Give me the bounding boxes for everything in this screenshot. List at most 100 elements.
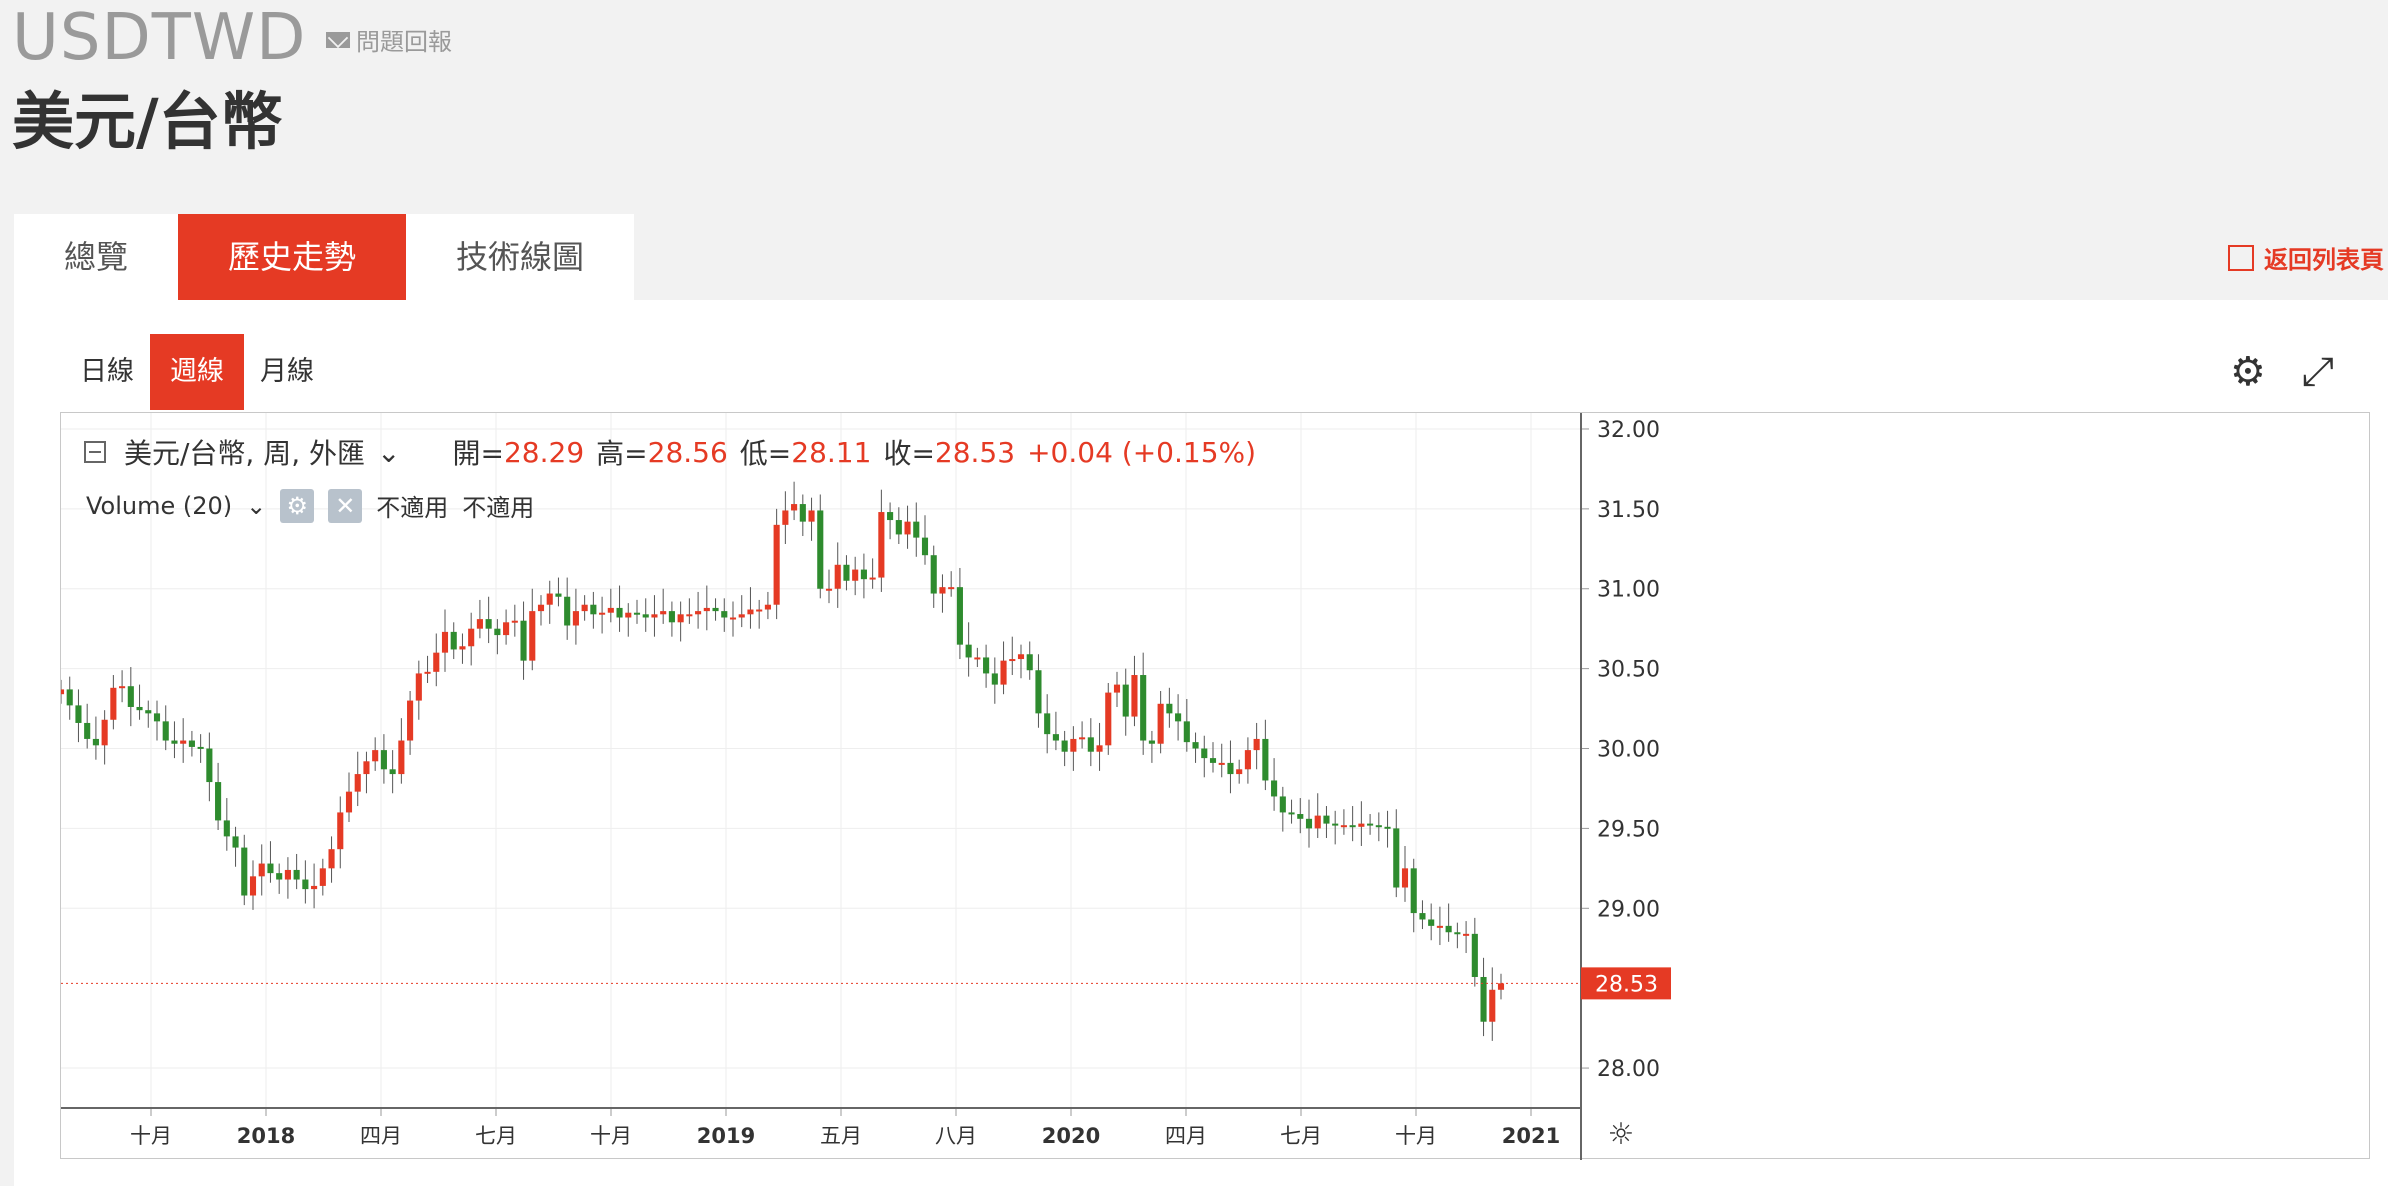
candle-body <box>1201 748 1208 759</box>
candle-body <box>415 673 422 701</box>
candle-body <box>607 607 614 613</box>
candle-body <box>1009 659 1016 662</box>
candle-body <box>1244 750 1251 770</box>
candle-body <box>1209 758 1217 763</box>
candle-body <box>162 721 169 741</box>
period-tab-weekly[interactable]: 週線 <box>150 334 244 410</box>
candle-body <box>215 782 222 821</box>
candle-body <box>1454 932 1461 935</box>
y-tick-label: 29.00 <box>1597 897 1660 922</box>
candle-body <box>92 738 99 746</box>
candle-body <box>860 569 867 580</box>
candle-body <box>1140 675 1147 741</box>
candle-body <box>223 820 230 837</box>
candle-body <box>546 593 553 605</box>
chevron-down-icon[interactable]: ⌄ <box>377 435 401 469</box>
candle-body <box>354 774 361 792</box>
candle-body <box>1113 684 1121 693</box>
volume-settings-icon[interactable]: ⚙ <box>280 488 315 523</box>
chart-toolbar: ⚙ ⤢ <box>2230 350 2334 394</box>
candle-body <box>537 604 545 612</box>
candle-body <box>1122 684 1129 717</box>
open-label: 開= <box>452 437 504 470</box>
candle-body <box>511 620 518 623</box>
candle-body <box>738 614 745 618</box>
candle-body <box>407 700 414 741</box>
candle-body <box>468 628 475 647</box>
candle-body <box>1105 692 1112 746</box>
candle-body <box>782 510 789 525</box>
candle-body <box>529 611 536 661</box>
candle-body <box>825 588 833 591</box>
candle-body <box>590 604 597 615</box>
candle-body <box>555 593 562 597</box>
candle-body <box>1175 713 1182 722</box>
candle-body <box>1323 815 1330 824</box>
candle-body <box>956 587 963 645</box>
candle-body <box>258 863 265 877</box>
candle-body <box>1218 762 1225 765</box>
close-icon[interactable]: ✕ <box>328 488 363 523</box>
volume-label[interactable]: Volume (20) <box>86 491 233 520</box>
candle-body <box>1445 925 1452 933</box>
candle-body <box>616 607 623 618</box>
return-link-label: 返回列表頁 <box>2264 246 2384 274</box>
chart-container[interactable]: 32.00 31.50 31.00 30.50 30.00 29.50 29.00 28.00… <box>60 412 2371 1160</box>
candle-body <box>363 761 370 775</box>
change-value: +0.04 (+0.15%) <box>1027 435 1257 469</box>
chevron-down-icon[interactable]: ⌄ <box>246 491 267 520</box>
high-value: 28.56 <box>647 435 728 469</box>
candle-body <box>84 722 91 739</box>
feedback-label: 問題回報 <box>356 28 452 56</box>
candle-body <box>852 569 859 581</box>
x-tick-label: 十月 <box>1395 1124 1437 1148</box>
candle-body <box>424 671 431 674</box>
candle-body <box>1148 740 1155 744</box>
candle-body <box>276 873 283 880</box>
candle-body <box>939 587 946 594</box>
x-tick-label: 七月 <box>1280 1124 1322 1148</box>
candle-body <box>1070 738 1077 752</box>
volume-value-1: 不適用 <box>376 494 449 522</box>
period-tab-daily[interactable]: 日線 <box>80 356 134 387</box>
candle-body <box>1410 868 1417 914</box>
x-tick-label: 四月 <box>1165 1124 1207 1148</box>
candle-body <box>171 740 178 744</box>
candle-body <box>485 619 492 629</box>
candle-body <box>808 510 815 522</box>
candle-body <box>503 622 510 636</box>
candle-body <box>206 748 213 783</box>
expand-icon[interactable]: ⤢ <box>2301 349 2334 395</box>
candle-body <box>1183 721 1190 743</box>
x-tick-label: 五月 <box>820 1124 862 1148</box>
candle-body <box>372 750 379 762</box>
candle-body <box>1349 825 1356 828</box>
tab-history[interactable]: 歷史走勢 <box>178 214 407 300</box>
tab-technical-chart[interactable]: 技術線圖 <box>456 238 585 276</box>
candle-body <box>878 512 885 578</box>
candle-body <box>311 885 318 890</box>
period-tab-monthly[interactable]: 月線 <box>260 356 314 387</box>
candle-body <box>293 869 300 880</box>
gear-icon[interactable]: ⚙ <box>2230 349 2266 395</box>
candle-body <box>1131 675 1138 717</box>
candle-body <box>101 719 108 746</box>
candle-body <box>764 604 771 610</box>
series-title[interactable]: 美元/台幣, 周, 外匯 <box>124 437 366 470</box>
candle-body <box>686 614 693 617</box>
candle-body <box>660 611 667 615</box>
candle-body <box>1463 933 1470 936</box>
candle-body <box>1305 818 1313 829</box>
axis-settings-icon[interactable]: ☼ <box>1608 1117 1635 1152</box>
return-to-list-link[interactable]: 返回列表頁 <box>2228 240 2384 275</box>
period-tabs: 日線 週線 月線 <box>64 334 330 410</box>
candle-body <box>904 521 911 535</box>
candlestick-chart[interactable]: 32.00 31.50 31.00 30.50 30.00 29.50 29.00 28.00… <box>61 413 2371 1160</box>
feedback-link[interactable]: 問題回報 <box>326 22 452 57</box>
y-tick-label: 32.00 <box>1597 418 1660 443</box>
candle-body <box>677 614 684 623</box>
candle-body <box>433 652 440 672</box>
tab-overview[interactable]: 總覽 <box>64 238 129 276</box>
collapse-icon[interactable] <box>84 441 106 463</box>
candle-body <box>110 687 117 720</box>
